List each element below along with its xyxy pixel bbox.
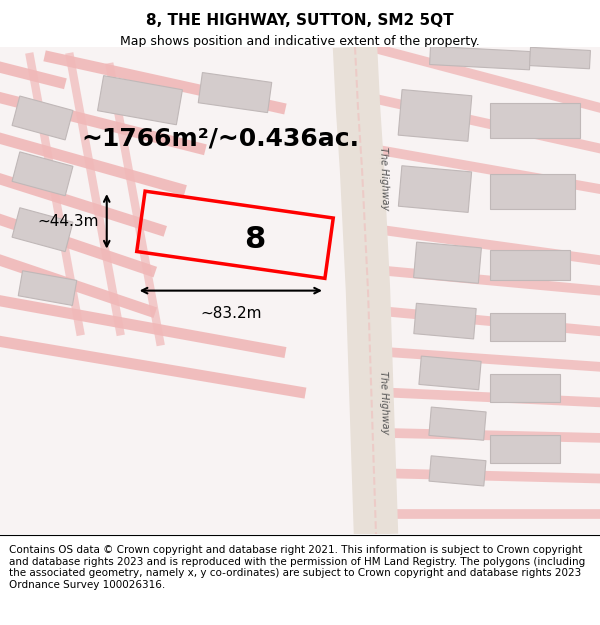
Text: ~83.2m: ~83.2m [200,306,262,321]
Polygon shape [429,456,486,486]
Polygon shape [414,303,476,339]
Text: The Highway: The Highway [378,371,390,434]
Text: Map shows position and indicative extent of the property.: Map shows position and indicative extent… [120,35,480,48]
Polygon shape [490,313,565,341]
Text: 8, THE HIGHWAY, SUTTON, SM2 5QT: 8, THE HIGHWAY, SUTTON, SM2 5QT [146,13,454,28]
Polygon shape [490,102,580,138]
Polygon shape [98,76,182,125]
Polygon shape [12,208,73,252]
Polygon shape [490,250,570,281]
Polygon shape [490,435,560,463]
Polygon shape [198,72,272,112]
Polygon shape [12,152,73,196]
Text: ~44.3m: ~44.3m [37,214,99,229]
Polygon shape [419,356,481,390]
Text: ~1766m²/~0.436ac.: ~1766m²/~0.436ac. [81,126,359,150]
Polygon shape [413,242,481,283]
Text: 8: 8 [244,226,266,254]
Polygon shape [490,374,560,402]
Text: The Highway: The Highway [378,147,390,211]
Polygon shape [18,271,77,306]
Polygon shape [530,48,590,69]
Polygon shape [430,46,530,70]
Polygon shape [398,89,472,141]
Polygon shape [12,96,73,140]
Polygon shape [490,174,575,209]
Text: Contains OS data © Crown copyright and database right 2021. This information is : Contains OS data © Crown copyright and d… [9,545,585,590]
Polygon shape [429,407,486,440]
Polygon shape [398,166,472,212]
